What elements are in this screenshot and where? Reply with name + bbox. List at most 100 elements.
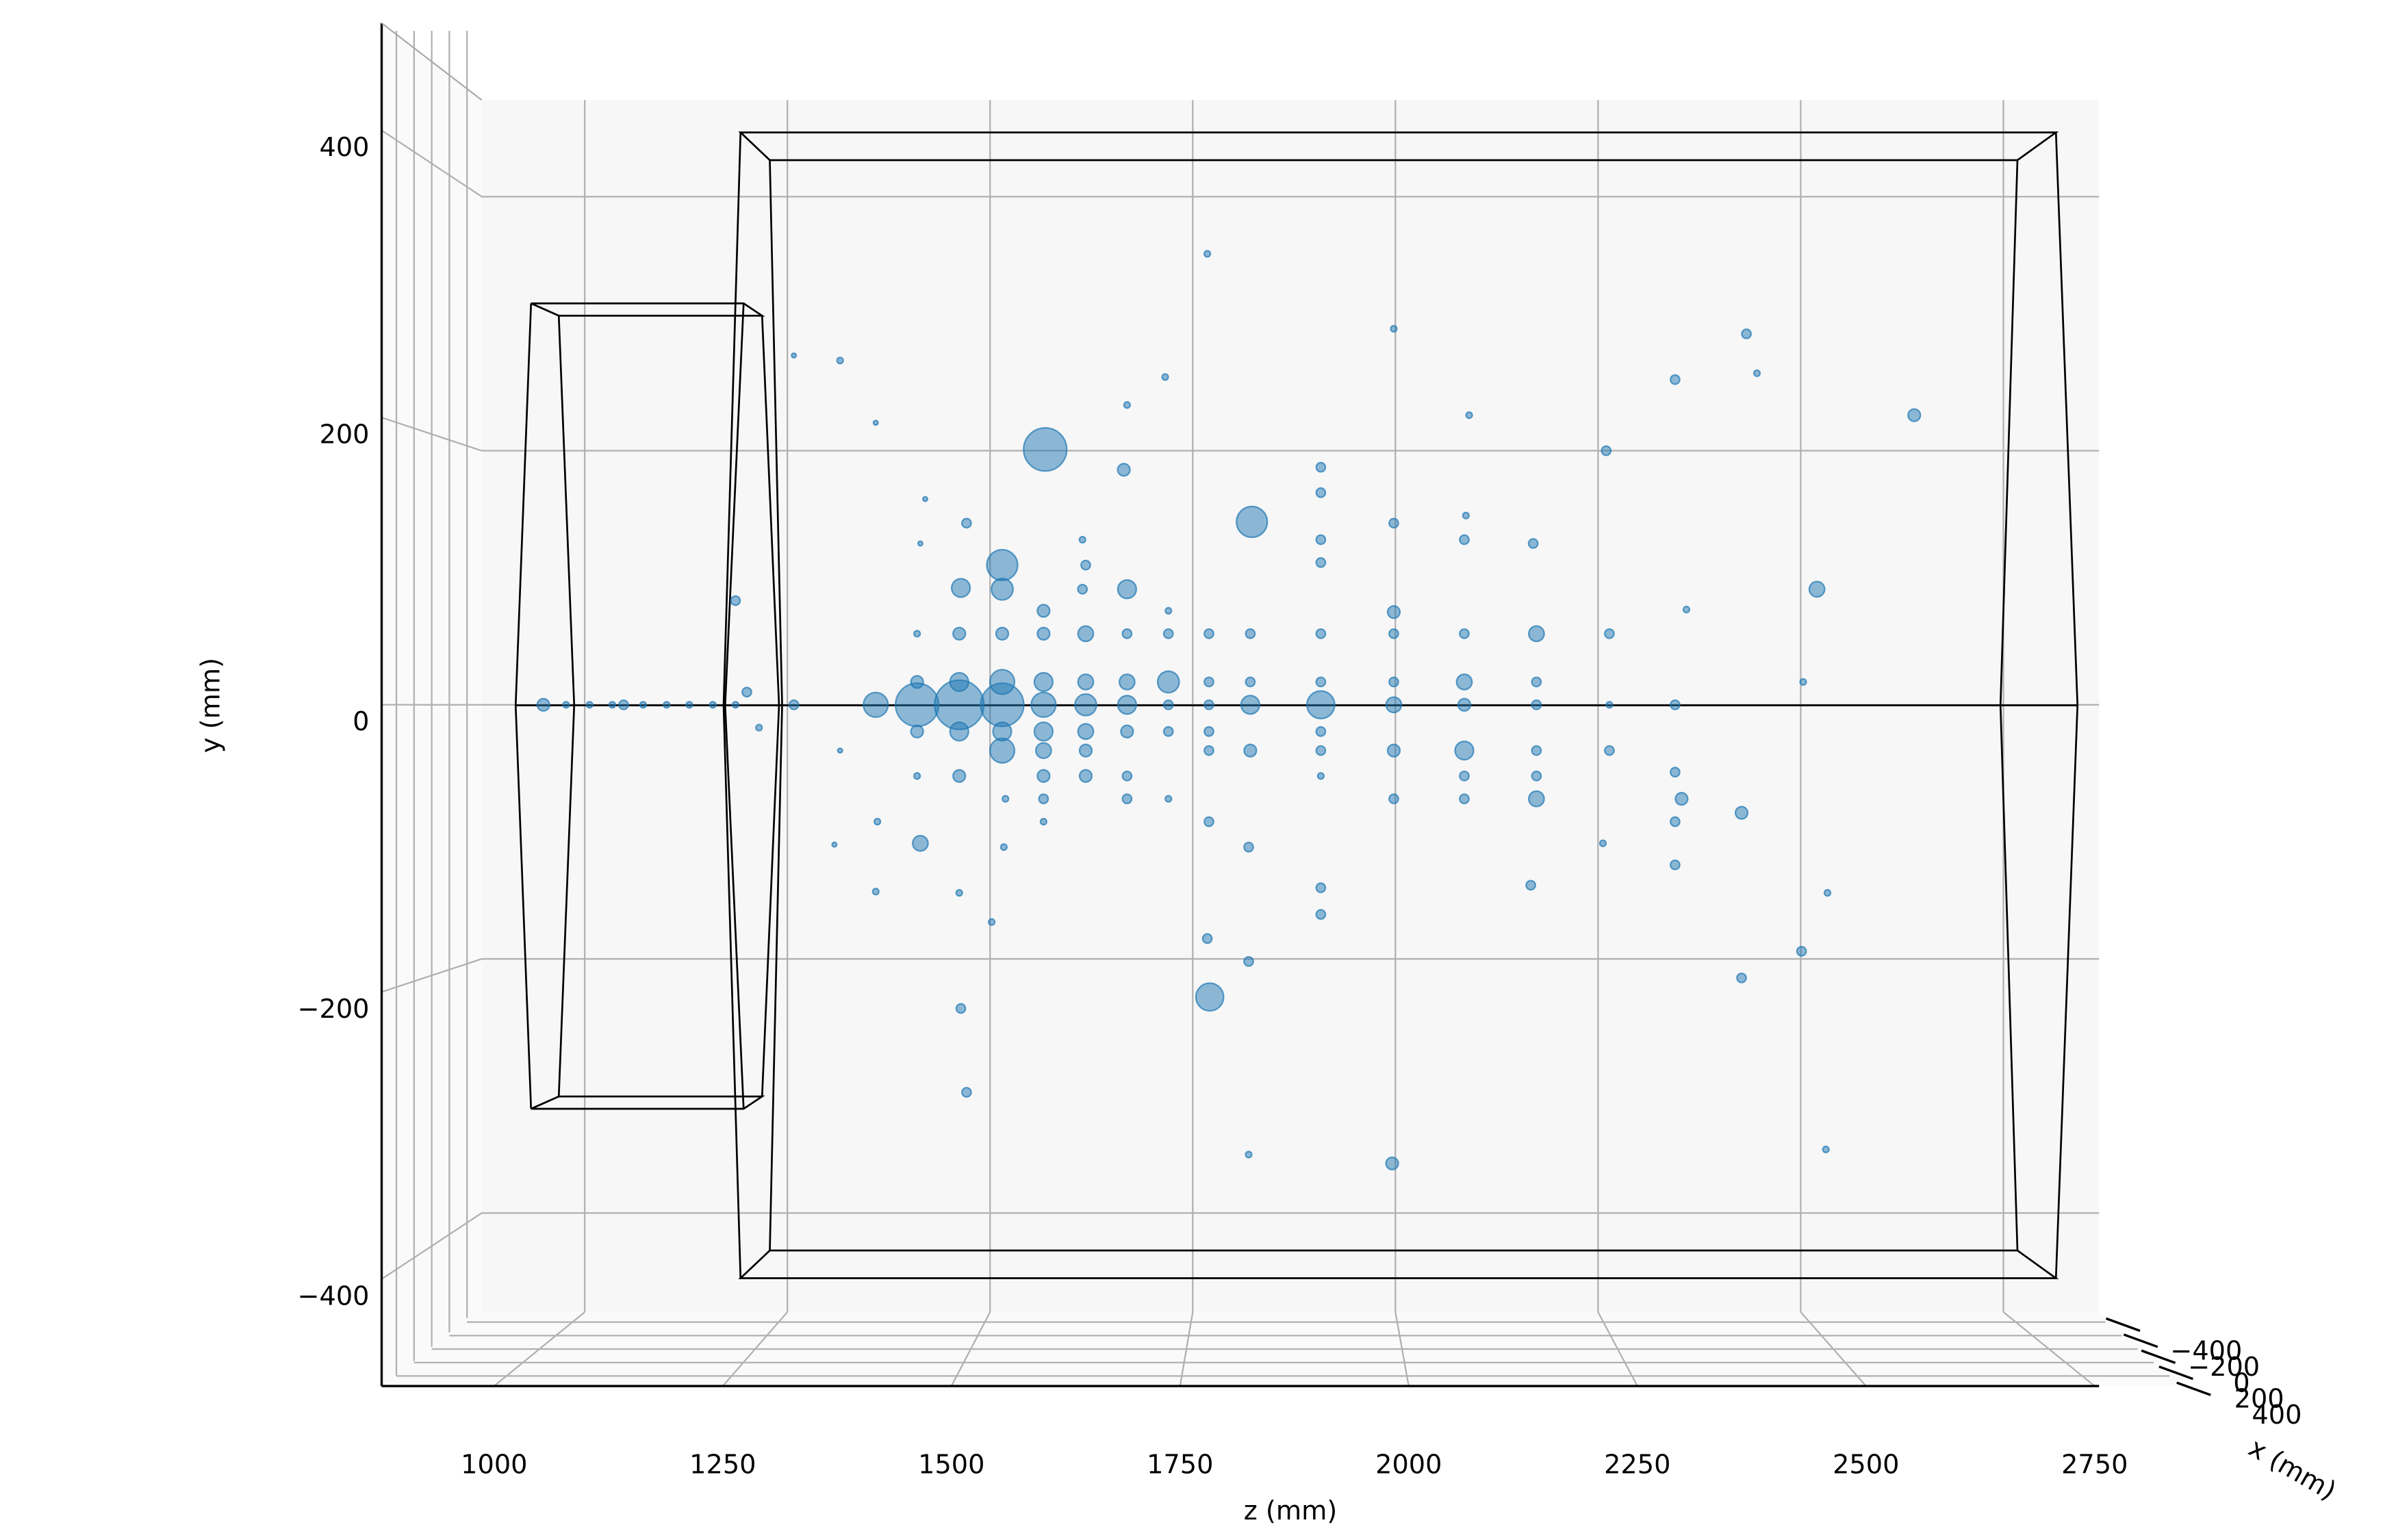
point [874,817,882,826]
x-tick-label: −200 [2188,1352,2260,1383]
point [1121,793,1133,804]
y-tick-label: −400 [297,1281,369,1311]
point [1682,605,1691,614]
z-tick-label: 2250 [1604,1450,1670,1480]
point [1156,670,1180,694]
point [1465,411,1473,420]
point [949,671,969,692]
point [1799,678,1807,686]
point [917,540,923,547]
point [1808,580,1826,598]
x-tick-mark [2123,1333,2158,1348]
z-tick-label: 2500 [1833,1450,1899,1480]
point [1243,841,1254,853]
point [1386,743,1401,758]
z-tick-label: 2000 [1375,1450,1442,1480]
point [961,517,972,529]
point [1315,726,1327,737]
point [1078,743,1093,758]
point [1117,695,1138,715]
point [1236,505,1269,539]
x-tick-label: −400 [2170,1335,2242,1366]
point [741,686,752,698]
point [1078,769,1093,783]
point [837,747,843,754]
point [1531,676,1542,688]
point [1203,628,1214,639]
point [1203,816,1214,827]
point [1120,724,1134,739]
point [1033,721,1054,742]
point [1315,557,1327,568]
point [1245,628,1256,639]
point [1035,742,1052,759]
point [1823,888,1832,897]
point [1388,628,1399,639]
point [1203,699,1214,710]
point [1388,517,1399,529]
point [1038,793,1049,804]
point [952,626,967,641]
point [730,595,741,606]
x-tick-label: 400 [2252,1400,2302,1430]
point [872,420,879,426]
point [1315,745,1327,756]
point [1023,427,1068,472]
point [1741,328,1752,339]
x-tick-mark [2158,1365,2193,1381]
point [913,630,921,638]
point [1604,628,1615,639]
point [871,887,880,896]
point [1531,745,1542,756]
point [1080,559,1091,571]
point [1245,676,1256,688]
point [1734,806,1749,820]
point [1315,628,1327,639]
point [1753,369,1761,377]
point [863,691,889,718]
point [1907,408,1922,422]
point [1243,955,1254,967]
point [955,888,963,897]
x-tick-label: 0 [2233,1368,2250,1398]
point [1601,445,1612,457]
point [1121,628,1133,639]
point [913,772,921,780]
point [1528,625,1545,643]
y-tick-label: 200 [319,420,369,450]
point [1002,795,1010,803]
point [1528,790,1545,808]
point [1598,839,1607,847]
point [986,548,1019,582]
point [910,675,924,689]
point [1459,534,1470,546]
point [999,843,1008,851]
z-tick-label: 1500 [918,1450,984,1480]
point [562,701,570,709]
point [1670,374,1681,385]
point [1315,461,1327,473]
point [1162,628,1174,639]
point [1459,770,1470,782]
point [663,701,671,709]
point [1454,740,1475,761]
point [731,701,740,709]
point [1117,463,1131,477]
y-tick-label: 0 [353,706,369,737]
point [1796,945,1807,957]
point [912,834,929,852]
point [1077,673,1095,691]
point [831,841,838,848]
point [1455,673,1473,691]
point [1164,606,1173,615]
point [536,697,550,712]
point [1670,859,1681,871]
point [1036,626,1051,641]
point [1161,373,1169,381]
point [1203,250,1212,258]
point [1030,691,1057,718]
point [791,352,798,359]
point [1531,699,1542,710]
